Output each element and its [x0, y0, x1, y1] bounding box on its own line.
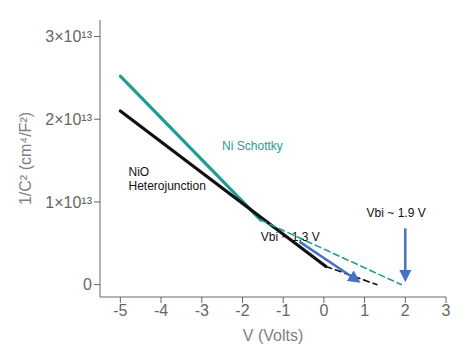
svg-text:-1: -1	[276, 302, 290, 319]
svg-text:2: 2	[401, 302, 410, 319]
svg-text:2×10¹³: 2×10¹³	[45, 111, 92, 128]
svg-text:V (Volts): V (Volts)	[243, 327, 303, 344]
svg-text:-4: -4	[154, 302, 168, 319]
svg-text:0: 0	[83, 276, 92, 293]
svg-text:-2: -2	[235, 302, 249, 319]
svg-text:NiOHeterojunction: NiOHeterojunction	[128, 165, 205, 193]
svg-text:0: 0	[319, 302, 328, 319]
svg-text:Ni Schottky: Ni Schottky	[222, 139, 283, 153]
svg-text:Vbi ~ 1.9 V: Vbi ~ 1.9 V	[367, 206, 426, 220]
svg-text:Vbi ~ 1.3 V: Vbi ~ 1.3 V	[261, 230, 320, 244]
svg-text:1×10¹³: 1×10¹³	[45, 194, 92, 211]
svg-text:-3: -3	[195, 302, 209, 319]
svg-text:1/C² (cm⁴/F²): 1/C² (cm⁴/F²)	[17, 112, 34, 205]
svg-text:3×10¹³: 3×10¹³	[45, 28, 92, 45]
svg-text:1: 1	[360, 302, 369, 319]
svg-text:-5: -5	[113, 302, 127, 319]
svg-text:3: 3	[442, 302, 451, 319]
